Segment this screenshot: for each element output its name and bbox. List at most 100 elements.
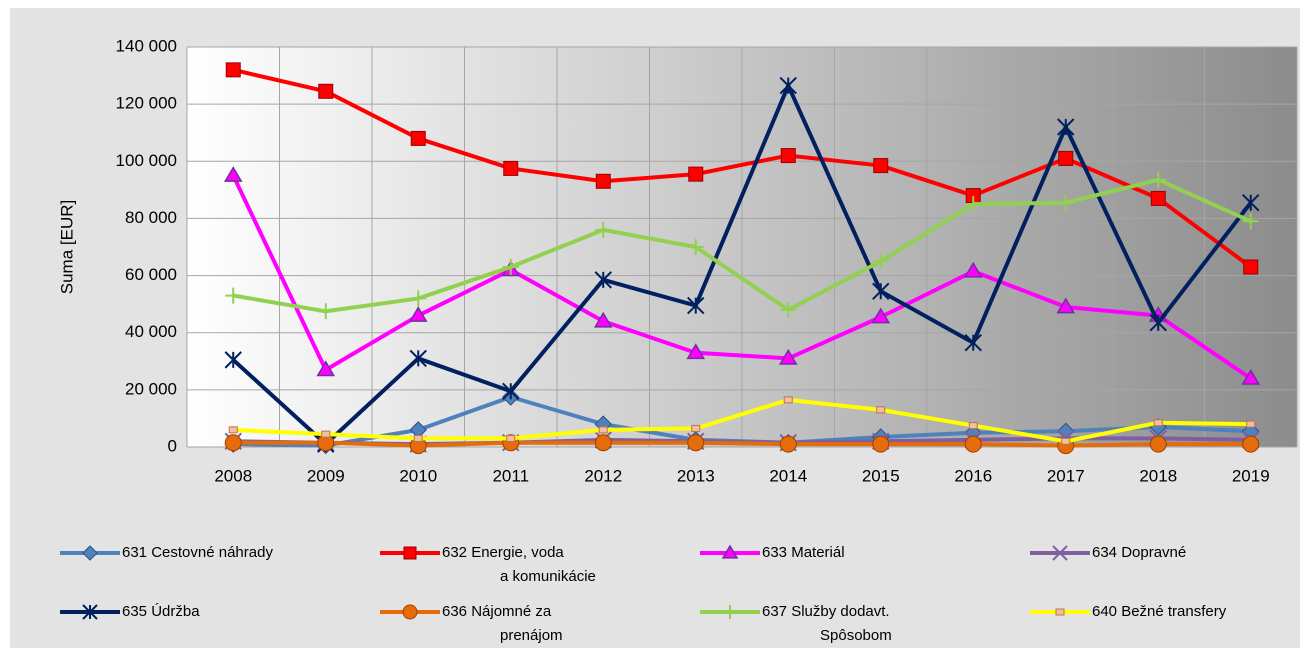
marker [225,62,241,78]
series [228,396,1256,445]
marker [871,307,891,324]
marker [723,605,737,619]
marker [1242,194,1260,212]
x-tick-label: 2017 [1047,466,1085,485]
series-line [232,67,1252,269]
x-tick-label: 2014 [769,466,807,485]
marker [403,546,417,560]
y-tick-label: 0 [168,436,177,455]
marker [410,130,426,146]
legend-label: 632 Energie, voda a komunikácie [442,544,596,585]
x-tick-label: 2009 [307,466,345,485]
marker [783,396,793,404]
marker [1246,420,1256,428]
marker [1149,314,1167,332]
x-tick-label: 2013 [677,466,715,485]
legend-label: 633 Materiál [762,544,845,561]
y-tick-label: 80 000 [125,208,177,227]
marker [1057,118,1075,136]
marker [82,604,98,620]
marker [1241,368,1261,385]
x-tick-label: 2011 [492,466,529,485]
marker [502,259,519,275]
marker [413,434,423,442]
marker [968,422,978,430]
marker [778,348,798,365]
marker [1150,171,1167,188]
series-line [231,83,1253,447]
marker [779,435,797,453]
marker [688,166,704,182]
y-tick-label: 20 000 [125,379,177,398]
series-line [233,397,1251,444]
marker [687,296,705,315]
marker [410,290,427,307]
marker [224,351,242,369]
x-tick-label: 2018 [1139,466,1177,485]
x-tick-label: 2019 [1232,466,1270,485]
legend-label: 637 Služby dodavt. Spôsobom [762,603,892,644]
marker [876,406,886,414]
marker [965,196,982,213]
marker [502,382,520,400]
marker [1055,608,1065,616]
marker [317,303,334,320]
marker [1242,213,1259,230]
y-axis-label: Suma [EUR] [57,200,76,294]
marker [318,83,334,99]
marker [872,253,889,270]
marker [1149,435,1167,453]
marker [1061,437,1071,445]
marker [593,311,613,328]
marker [506,434,516,442]
series-line [233,440,1251,448]
marker [402,604,418,620]
y-tick-label: 40 000 [125,322,177,341]
marker [964,334,982,352]
marker [780,148,796,164]
marker [82,545,98,561]
y-tick-label: 120 000 [116,94,177,113]
marker [408,306,428,322]
legend-label: 635 Údržba [122,603,200,620]
legend-label: 631 Cestovné náhrady [122,544,273,561]
x-tick-label: 2010 [399,466,437,485]
marker [598,426,608,434]
marker [316,360,336,377]
marker [721,544,739,559]
x-tick-label: 2015 [862,466,900,485]
marker [691,424,701,432]
x-tick-label: 2008 [214,466,252,485]
marker [963,261,983,278]
x-tick-label: 2016 [954,466,992,485]
marker [409,349,427,368]
marker [225,287,242,304]
marker [1058,150,1074,166]
marker [780,301,797,318]
marker [1057,194,1074,211]
y-tick-label: 140 000 [116,36,177,55]
marker [595,173,611,189]
marker [595,221,612,238]
marker [503,160,519,176]
legend-label: 634 Dopravné [1092,544,1186,561]
marker [1150,190,1166,206]
x-tick-label: 2012 [584,466,622,485]
marker [1052,545,1068,561]
marker [872,435,890,453]
marker [779,76,797,95]
marker [228,426,238,434]
y-tick-label: 100 000 [116,151,177,170]
marker [964,435,982,453]
marker [321,430,331,438]
y-tick-label: 60 000 [125,265,177,284]
marker [1153,419,1163,427]
marker [686,343,706,360]
legend-label: 640 Bežné transfery [1092,603,1227,620]
marker [1243,259,1259,275]
marker [594,271,612,289]
marker [224,434,242,452]
series-line [232,177,1252,314]
marker [223,166,243,182]
